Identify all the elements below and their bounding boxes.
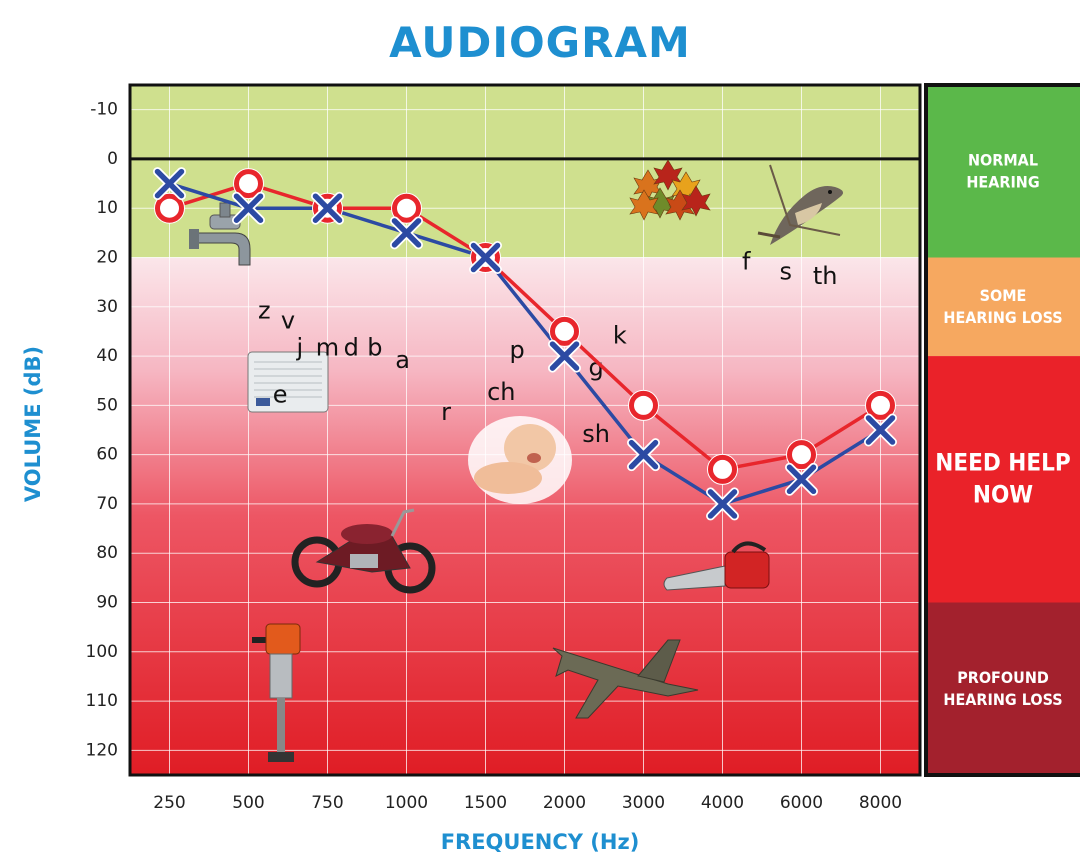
data-point-x [864, 413, 897, 447]
series-layer [153, 167, 897, 521]
faucet-icon [189, 202, 251, 266]
x-tick-label: 1500 [464, 793, 507, 813]
y-tick-label: 50 [96, 395, 118, 415]
data-point-x [311, 191, 344, 225]
speech-sound-label: sh [582, 420, 610, 448]
zone-band [926, 85, 1080, 258]
data-point-circle [154, 192, 185, 224]
chainsaw-icon [663, 541, 770, 591]
y-tick-label: 40 [96, 346, 118, 366]
series-line-x [168, 181, 882, 506]
speech-sound-label: e [273, 381, 288, 409]
data-point-x [548, 339, 581, 373]
plot-frame [128, 83, 922, 777]
data-point-x [706, 487, 739, 521]
zone-band [926, 602, 1080, 775]
data-point-circle [233, 168, 264, 200]
data-point-x [390, 216, 423, 250]
x-tick-label: 750 [311, 793, 343, 813]
zone-band [926, 257, 1080, 357]
zone-label: SOME HEARING LOSS [943, 285, 1062, 326]
zone-label: PROFOUND HEARING LOSS [943, 667, 1062, 708]
data-point-x [232, 191, 265, 225]
data-point-circle [549, 315, 580, 347]
speech-sound-label: v [281, 307, 295, 335]
x-tick-label: 500 [232, 793, 264, 813]
x-tick-label: 6000 [780, 793, 823, 813]
motorcycle-icon [291, 508, 436, 594]
y-tick-label: 90 [96, 593, 118, 613]
y-tick-label: 120 [86, 740, 118, 760]
x-tick-label: 4000 [701, 793, 744, 813]
x-tick-label: 8000 [859, 793, 902, 813]
y-tick-label: 20 [96, 248, 118, 268]
speech-sound-label: g [588, 353, 603, 381]
y-tick-label: 80 [96, 543, 118, 563]
y-tick-label: 100 [86, 642, 118, 662]
y-tick-label: 10 [96, 198, 118, 218]
zone-band [926, 356, 1080, 603]
hearing-zone-panel: NORMAL HEARING SOME HEARING LOSS NEED HELP NO… [924, 83, 1080, 777]
loss-band [130, 257, 920, 775]
speech-sound-label: f [742, 247, 751, 275]
data-point-circle [391, 192, 422, 224]
speech-sound-label: z [258, 297, 271, 325]
data-point-circle [865, 389, 896, 421]
jackhammer-icon [252, 623, 301, 762]
x-axis-label: FREQUENCY (Hz) [440, 830, 640, 854]
plot-background [130, 85, 920, 775]
sound-illustrations [189, 159, 844, 762]
x-tick-label: 250 [153, 793, 185, 813]
data-point-x [785, 462, 818, 496]
y-axis-label: VOLUME (dB) [21, 345, 45, 503]
speech-sound-label: a [395, 346, 410, 374]
data-point-circle [786, 439, 817, 471]
speech-sound-label: ch [487, 378, 515, 406]
speech-sounds: z vj m d b a e r p k ch g sh f s th [258, 247, 838, 448]
data-point-x [627, 438, 660, 472]
y-tick-label: -10 [90, 100, 118, 120]
speech-sound-label: d [344, 334, 359, 362]
speech-sound-label: k [613, 321, 627, 349]
data-point-x [153, 167, 186, 201]
zone-label: NORMAL HEARING [966, 150, 1039, 191]
x-tick-label: 1000 [385, 793, 428, 813]
speech-sound-label: p [509, 336, 524, 364]
y-tick-label: 70 [96, 494, 118, 514]
x-tick-label: 2000 [543, 793, 586, 813]
y-tick-label: 0 [107, 149, 118, 169]
y-tick-labels: -10 0 10 20 30 40 50 60 70 80 90 100 110 120 [86, 100, 118, 761]
data-point-circle [628, 389, 659, 421]
speech-sound-label: m [316, 334, 339, 362]
speech-sound-label: th [813, 262, 838, 290]
x-tick-labels: 250 500 750 1000 1500 2000 3000 4000 6000 8000 [153, 793, 902, 813]
speech-sound-label: j [296, 334, 304, 362]
chart-title: AUDIOGRAM [389, 18, 691, 67]
zone-panel-frame [924, 83, 1080, 777]
baby-icon [468, 416, 572, 504]
x-tick-label: 3000 [622, 793, 665, 813]
air-conditioner-icon [247, 351, 329, 413]
speech-sound-label: b [367, 334, 382, 362]
data-point-circle [707, 453, 738, 485]
y-tick-label: 110 [86, 691, 118, 711]
bird-icon [757, 164, 844, 245]
leaves-icon [629, 159, 711, 221]
zone-label: NEED HELP NOW [935, 448, 1070, 508]
series-line-circle [168, 181, 882, 472]
y-tick-label: 30 [96, 297, 118, 317]
y-tick-label: 60 [96, 445, 118, 465]
data-point-x [469, 241, 502, 274]
speech-sound-label: r [441, 398, 451, 426]
speech-sound-label: s [779, 257, 792, 285]
fighter-jet-icon [552, 639, 699, 719]
